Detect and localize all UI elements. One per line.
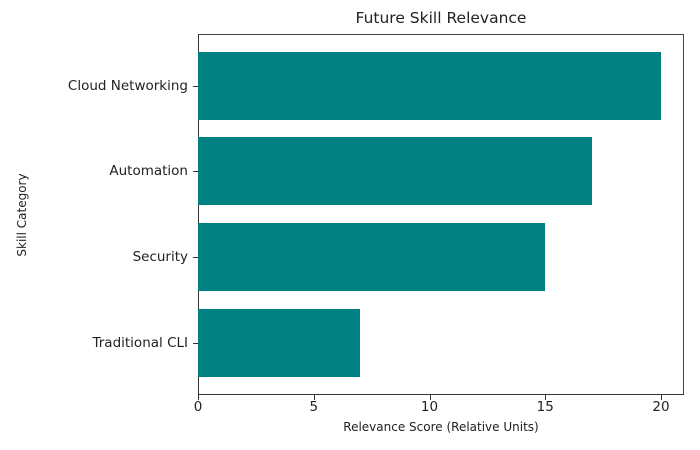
- x-tick-label: 15: [536, 399, 554, 415]
- x-tick-label: 5: [309, 399, 319, 415]
- x-tick-label: 10: [420, 399, 439, 415]
- y-tick-label: Security: [132, 249, 188, 265]
- x-tick: [661, 395, 662, 400]
- y-tick-label: Traditional CLI: [92, 335, 188, 351]
- bar-security: [198, 223, 546, 291]
- x-tick: [545, 395, 547, 400]
- y-tick: [193, 86, 198, 87]
- y-tick: [193, 343, 198, 344]
- bar-cloud-networking: [198, 52, 661, 120]
- x-tick: [313, 395, 315, 400]
- x-tick-label: 20: [652, 399, 670, 415]
- x-tick: [198, 395, 199, 400]
- y-tick-label: Automation: [109, 163, 188, 179]
- x-tick: [429, 395, 431, 400]
- y-tick: [193, 171, 198, 172]
- x-tick-label: 0: [193, 399, 203, 415]
- bar-automation: [198, 137, 592, 205]
- x-axis-label: Relevance Score (Relative Units): [343, 420, 539, 434]
- y-tick: [193, 257, 198, 258]
- y-tick-label: Cloud Networking: [67, 78, 188, 94]
- chart-title: Future Skill Relevance: [355, 9, 527, 27]
- y-axis-label: Skill Category: [15, 173, 29, 257]
- plot-area: [198, 34, 684, 395]
- bar-traditional-cli: [198, 309, 361, 377]
